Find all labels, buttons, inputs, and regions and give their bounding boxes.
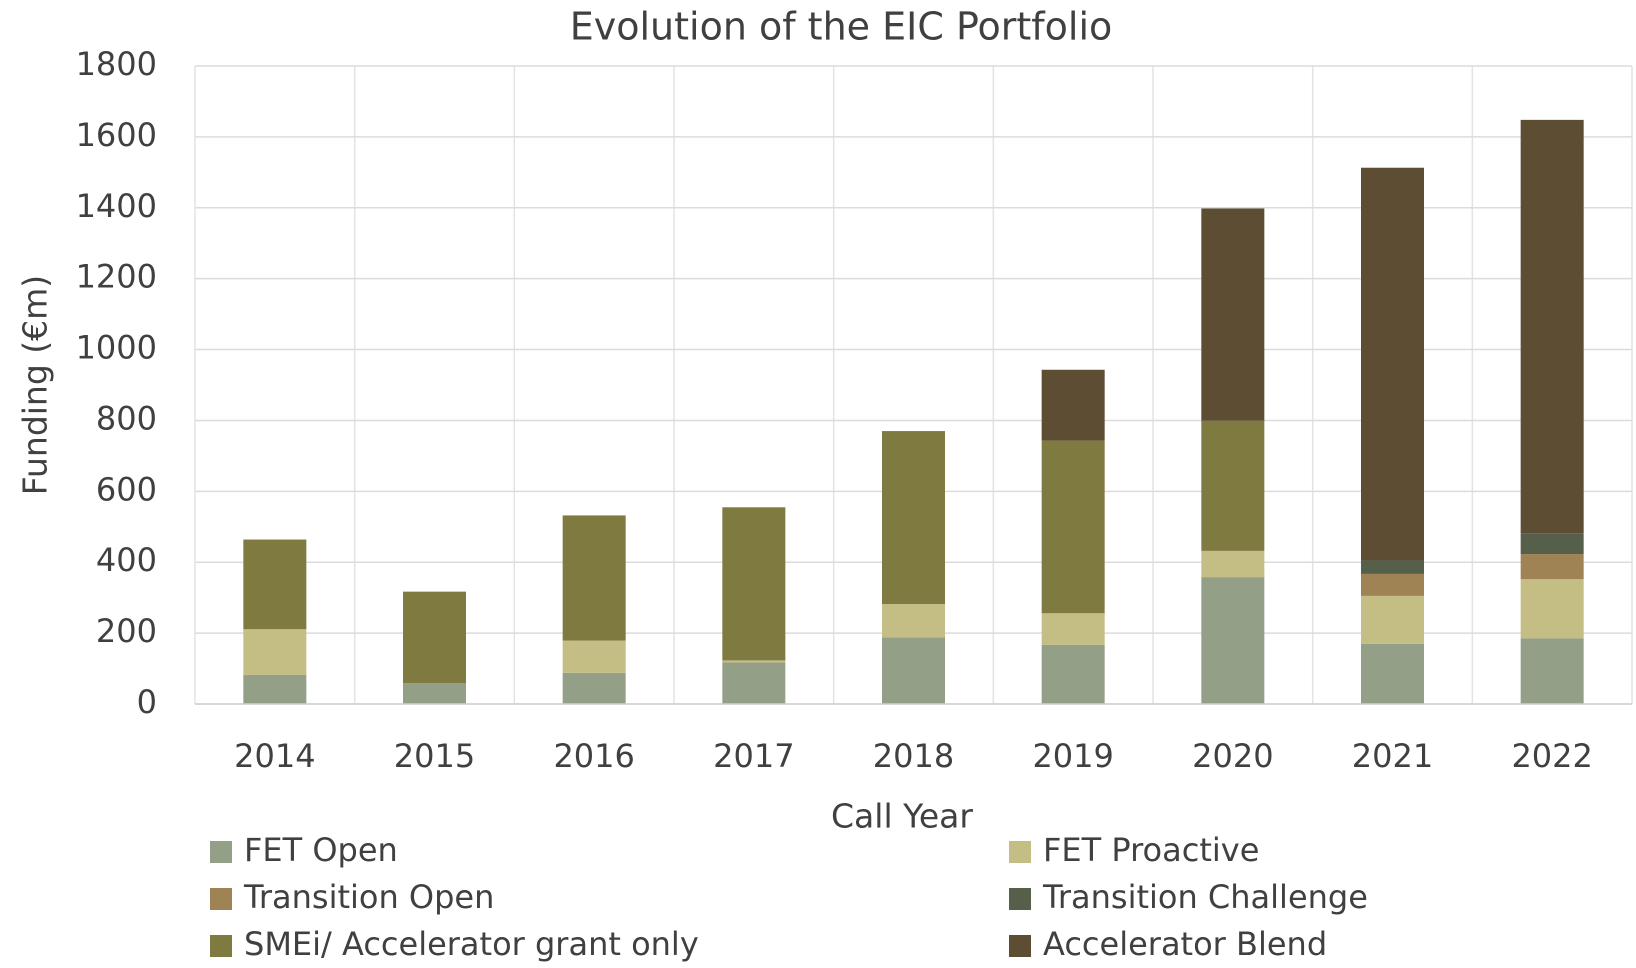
x-tick-label: 2014 xyxy=(234,737,315,775)
bar-segment xyxy=(1520,638,1584,704)
bar-segment xyxy=(1361,573,1424,596)
legend-label: Accelerator Blend xyxy=(1043,925,1327,963)
x-tick-label: 2020 xyxy=(1192,737,1273,775)
bar-segment xyxy=(1041,644,1105,704)
legend-swatch xyxy=(1009,888,1031,910)
bar-segment xyxy=(1041,369,1105,441)
bar-segment xyxy=(403,591,466,684)
bar-segment xyxy=(1361,560,1424,574)
chart-title: Evolution of the EIC Portfolio xyxy=(570,5,1113,49)
legend-label: Transition Challenge xyxy=(1042,878,1368,916)
legend-swatch xyxy=(1009,935,1031,957)
y-tick-label: 1400 xyxy=(76,187,157,225)
legend-label: SMEi/ Accelerator grant only xyxy=(244,925,699,963)
x-tick-label: 2021 xyxy=(1352,737,1433,775)
y-tick-label: 800 xyxy=(96,399,157,437)
y-tick-label: 200 xyxy=(96,612,157,650)
bar-segment xyxy=(1361,167,1424,561)
x-tick-label: 2017 xyxy=(713,737,794,775)
bar-segment xyxy=(1201,420,1265,551)
bar-segment xyxy=(562,672,626,704)
bar-segment xyxy=(243,629,307,675)
bar-segment xyxy=(882,604,945,638)
x-tick-label: 2019 xyxy=(1032,737,1113,775)
legend-label: Transition Open xyxy=(243,878,494,916)
bar-segment xyxy=(562,515,626,641)
bar-segment xyxy=(1361,595,1424,644)
bar-segment xyxy=(243,539,307,630)
y-axis-title: Funding (€m) xyxy=(16,275,55,495)
bar-segment xyxy=(1201,577,1265,704)
bar-segment xyxy=(882,431,945,605)
bar-segment xyxy=(562,640,626,673)
legend-label: FET Proactive xyxy=(1043,831,1259,869)
legend-swatch xyxy=(210,888,232,910)
bar-segment xyxy=(403,683,466,704)
bar-segment xyxy=(1361,643,1424,704)
y-tick-label: 1800 xyxy=(76,45,157,83)
bar-segment xyxy=(1520,554,1584,580)
bar-segment xyxy=(1520,533,1584,555)
bar-segment xyxy=(1201,550,1265,578)
x-axis-title: Call Year xyxy=(831,797,973,836)
y-tick-label: 0 xyxy=(137,683,157,721)
x-tick-label: 2016 xyxy=(553,737,634,775)
bar-segment xyxy=(1201,208,1265,421)
y-tick-label: 400 xyxy=(96,541,157,579)
y-tick-label: 600 xyxy=(96,470,157,508)
legend-swatch xyxy=(210,841,232,863)
bar-segment xyxy=(1041,440,1105,614)
bar-segment xyxy=(1520,119,1584,534)
y-tick-label: 1200 xyxy=(76,258,157,296)
legend-swatch xyxy=(1009,841,1031,863)
x-tick-label: 2018 xyxy=(873,737,954,775)
bar-segment xyxy=(722,660,786,663)
x-tick-label: 2022 xyxy=(1511,737,1592,775)
x-tick-label: 2015 xyxy=(394,737,475,775)
legend-swatch xyxy=(210,935,232,957)
bar-segment xyxy=(882,637,945,704)
bar-segment xyxy=(722,662,786,704)
bar-segment xyxy=(722,507,786,661)
bar-segment xyxy=(1041,613,1105,645)
y-tick-label: 1000 xyxy=(76,329,157,367)
legend-label: FET Open xyxy=(244,831,398,869)
bar-segment xyxy=(243,674,307,704)
y-tick-label: 1600 xyxy=(76,116,157,154)
bar-segment xyxy=(1520,579,1584,639)
